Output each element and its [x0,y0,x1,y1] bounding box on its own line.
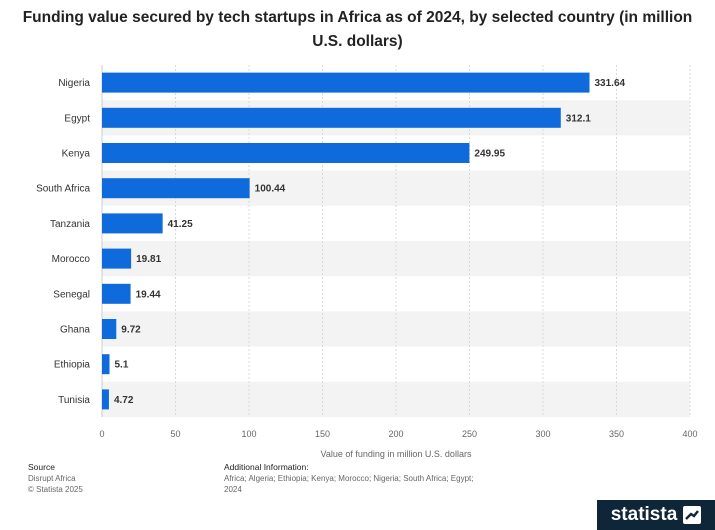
source-heading: Source [28,462,55,472]
additional-info-line: Africa; Algeria; Ethiopia; Kenya; Morocc… [224,474,474,483]
data-label: 249.95 [474,149,505,160]
bar [102,143,470,163]
category-label: Nigeria [58,78,90,89]
data-label: 9.72 [121,325,141,336]
data-label: 5.1 [114,360,128,371]
category-label: Senegal [53,289,90,300]
bar [102,72,590,93]
statista-wordmark: statista [610,504,678,525]
category-label: South Africa [36,184,90,195]
bar [102,213,163,234]
x-tick-label: 200 [388,429,403,439]
category-label: Ethiopia [54,360,91,371]
copyright-line: © Statista 2025 [28,485,83,494]
bar [102,319,117,339]
bar-chart: 0 50 100 150 200 250 300 350 400 Nigeria 331.64 Egy… [36,65,698,459]
category-label: Tunisia [58,395,90,406]
statista-logo: statista [597,500,715,530]
additional-info-block: Additional Information: Africa; Algeria;… [224,462,524,495]
data-label: 312.1 [566,113,591,124]
category-label: Egypt [64,113,90,124]
data-label: 41.25 [168,219,193,230]
bar [102,389,109,410]
category-label: Tanzania [50,219,90,230]
x-tick-label: 100 [241,429,256,439]
x-tick-label: 50 [170,429,180,439]
bar [102,283,131,304]
additional-info-heading: Additional Information: [224,462,309,472]
chart-title: Funding value secured by tech startups i… [22,9,693,50]
bar [102,354,110,375]
x-tick-label: 250 [462,429,477,439]
data-label: 4.72 [114,395,134,406]
x-tick-label: 0 [99,429,104,439]
category-label: Kenya [62,149,91,160]
source-block: Source Disrupt Africa © Statista 2025 [28,462,83,495]
bar [102,107,561,128]
source-line: Disrupt Africa [28,474,76,483]
data-label: 19.44 [136,289,161,300]
bar [102,178,250,199]
data-label: 100.44 [255,184,286,195]
data-label: 19.81 [136,254,161,265]
statista-logo-icon [683,506,702,524]
bar [102,248,132,269]
x-tick-label: 400 [682,429,697,439]
x-tick-label: 150 [315,429,330,439]
row-band [102,381,690,417]
x-tick-label: 300 [535,429,550,439]
x-axis-title: Value of funding in million U.S. dollars [321,449,472,459]
data-label: 331.64 [595,78,626,89]
x-tick-label: 350 [609,429,624,439]
category-label: Ghana [60,325,90,336]
additional-info-line: 2024 [224,485,242,494]
category-label: Morocco [52,254,91,265]
